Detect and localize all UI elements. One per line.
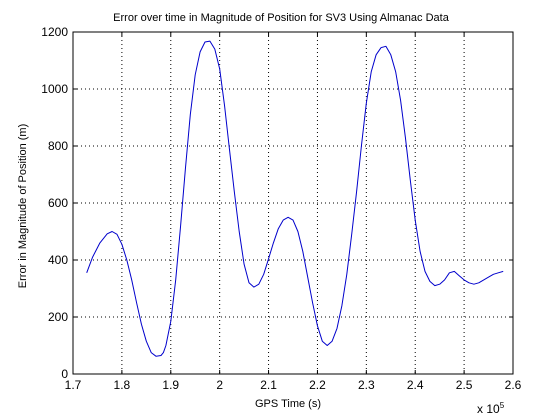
y-axis-title: Error in Magnitude of Position (m) xyxy=(17,124,29,288)
chart-title: Error over time in Magnitude of Position… xyxy=(113,12,450,24)
y-tick-label: 1000 xyxy=(41,82,68,96)
series-line xyxy=(86,40,504,357)
x-tick-label: 2 xyxy=(216,378,223,392)
x-axis-multiplier-exponent: 5 xyxy=(500,401,505,410)
y-tick-label: 600 xyxy=(48,196,68,210)
x-axis-title: GPS Time (s) xyxy=(255,398,321,410)
x-tick-label: 2.2 xyxy=(309,378,326,392)
y-tick-label: 400 xyxy=(48,253,68,267)
x-tick-labels: 1.7 1.8 1.9 2 2.1 2.2 2.3 2.4 2.5 2.6 xyxy=(65,378,522,392)
grid xyxy=(73,32,513,374)
y-tick-labels: 0 200 400 600 800 1000 1200 xyxy=(41,25,68,381)
y-tick-label: 800 xyxy=(48,139,68,153)
x-tick-label: 1.8 xyxy=(114,378,131,392)
x-axis-multiplier: x 105 xyxy=(477,401,505,416)
series-layer xyxy=(86,40,504,357)
y-tick-label: 1200 xyxy=(41,25,68,39)
y-tick-label: 0 xyxy=(61,367,68,381)
x-axis-multiplier-base: x 10 xyxy=(477,402,500,416)
x-tick-label: 2.3 xyxy=(358,378,375,392)
x-tick-label: 2.1 xyxy=(260,378,277,392)
x-tick-label: 1.7 xyxy=(65,378,82,392)
x-tick-label: 2.4 xyxy=(407,378,424,392)
ticks xyxy=(72,31,514,375)
x-tick-label: 1.9 xyxy=(162,378,179,392)
x-tick-label: 2.5 xyxy=(456,378,473,392)
x-tick-label: 2.6 xyxy=(505,378,522,392)
y-tick-label: 200 xyxy=(48,310,68,324)
